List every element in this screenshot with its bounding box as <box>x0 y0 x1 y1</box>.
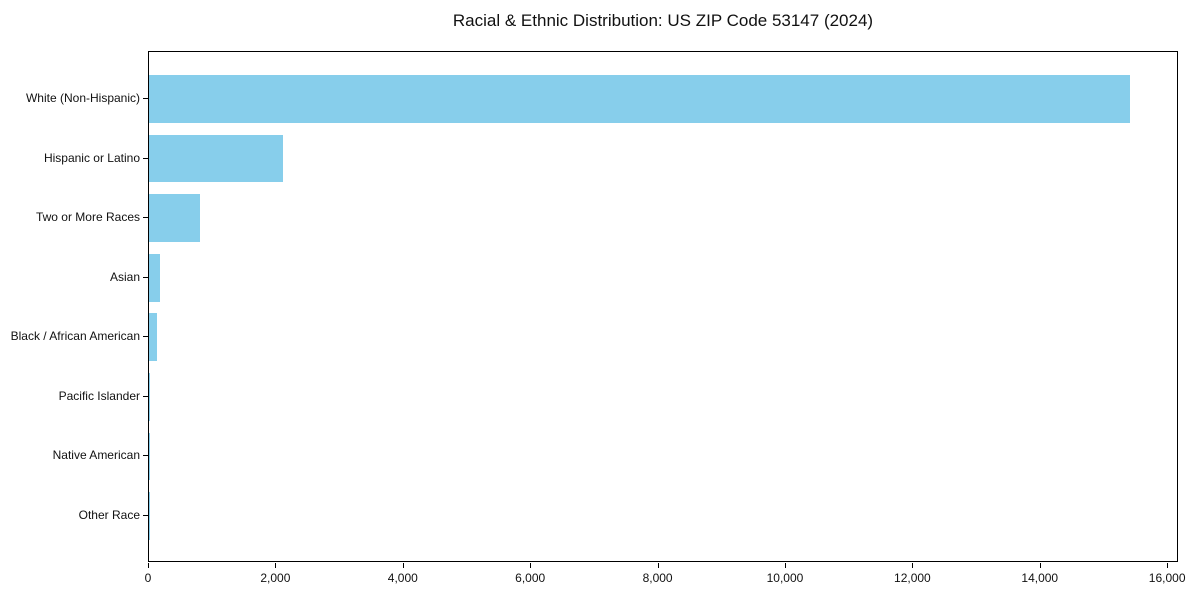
y-tick-label: Pacific Islander <box>58 388 140 403</box>
x-tick-label: 8,000 <box>642 571 673 585</box>
plot-area <box>148 51 1178 562</box>
x-tick-label: 14,000 <box>1021 571 1059 585</box>
y-tick-mark <box>143 336 148 338</box>
y-tick-mark <box>143 217 148 219</box>
bar <box>149 253 161 302</box>
y-tick-mark <box>143 98 148 100</box>
x-tick-label: 2,000 <box>260 571 291 585</box>
bar <box>149 75 1130 123</box>
y-tick-mark <box>143 276 148 278</box>
y-tick-label: Black / African American <box>10 329 140 344</box>
x-tick-mark <box>275 563 277 568</box>
x-tick-mark <box>1167 563 1169 568</box>
y-tick-mark <box>143 395 148 397</box>
y-tick-label: Hispanic or Latino <box>43 150 140 165</box>
y-tick-mark <box>143 455 148 457</box>
chart-title: Racial & Ethnic Distribution: US ZIP Cod… <box>452 11 874 30</box>
x-tick-mark <box>1039 563 1041 568</box>
x-tick-label: 16,000 <box>1148 571 1186 585</box>
bar <box>149 373 150 421</box>
bar <box>149 134 284 183</box>
x-tick-mark <box>657 563 659 568</box>
x-tick-mark <box>402 563 404 568</box>
x-tick-mark <box>148 563 149 568</box>
y-tick-mark <box>143 157 148 159</box>
x-tick-mark <box>530 563 532 568</box>
bar <box>149 313 158 362</box>
x-tick-mark <box>912 563 914 568</box>
y-tick-mark <box>143 514 148 516</box>
y-tick-label: Asian <box>109 269 140 284</box>
y-tick-label: Other Race <box>78 507 140 522</box>
x-tick-label: 4,000 <box>387 571 418 585</box>
x-tick-label: 12,000 <box>894 571 931 585</box>
y-tick-label: White (Non-Hispanic) <box>25 91 140 106</box>
x-tick-label: 0 <box>144 571 152 585</box>
bar <box>149 194 200 242</box>
y-tick-label: Two or More Races <box>35 210 140 225</box>
x-tick-label: 6,000 <box>515 571 546 585</box>
x-tick-mark <box>784 563 786 568</box>
y-tick-label: Native American <box>52 448 140 463</box>
x-tick-label: 10,000 <box>766 571 804 585</box>
